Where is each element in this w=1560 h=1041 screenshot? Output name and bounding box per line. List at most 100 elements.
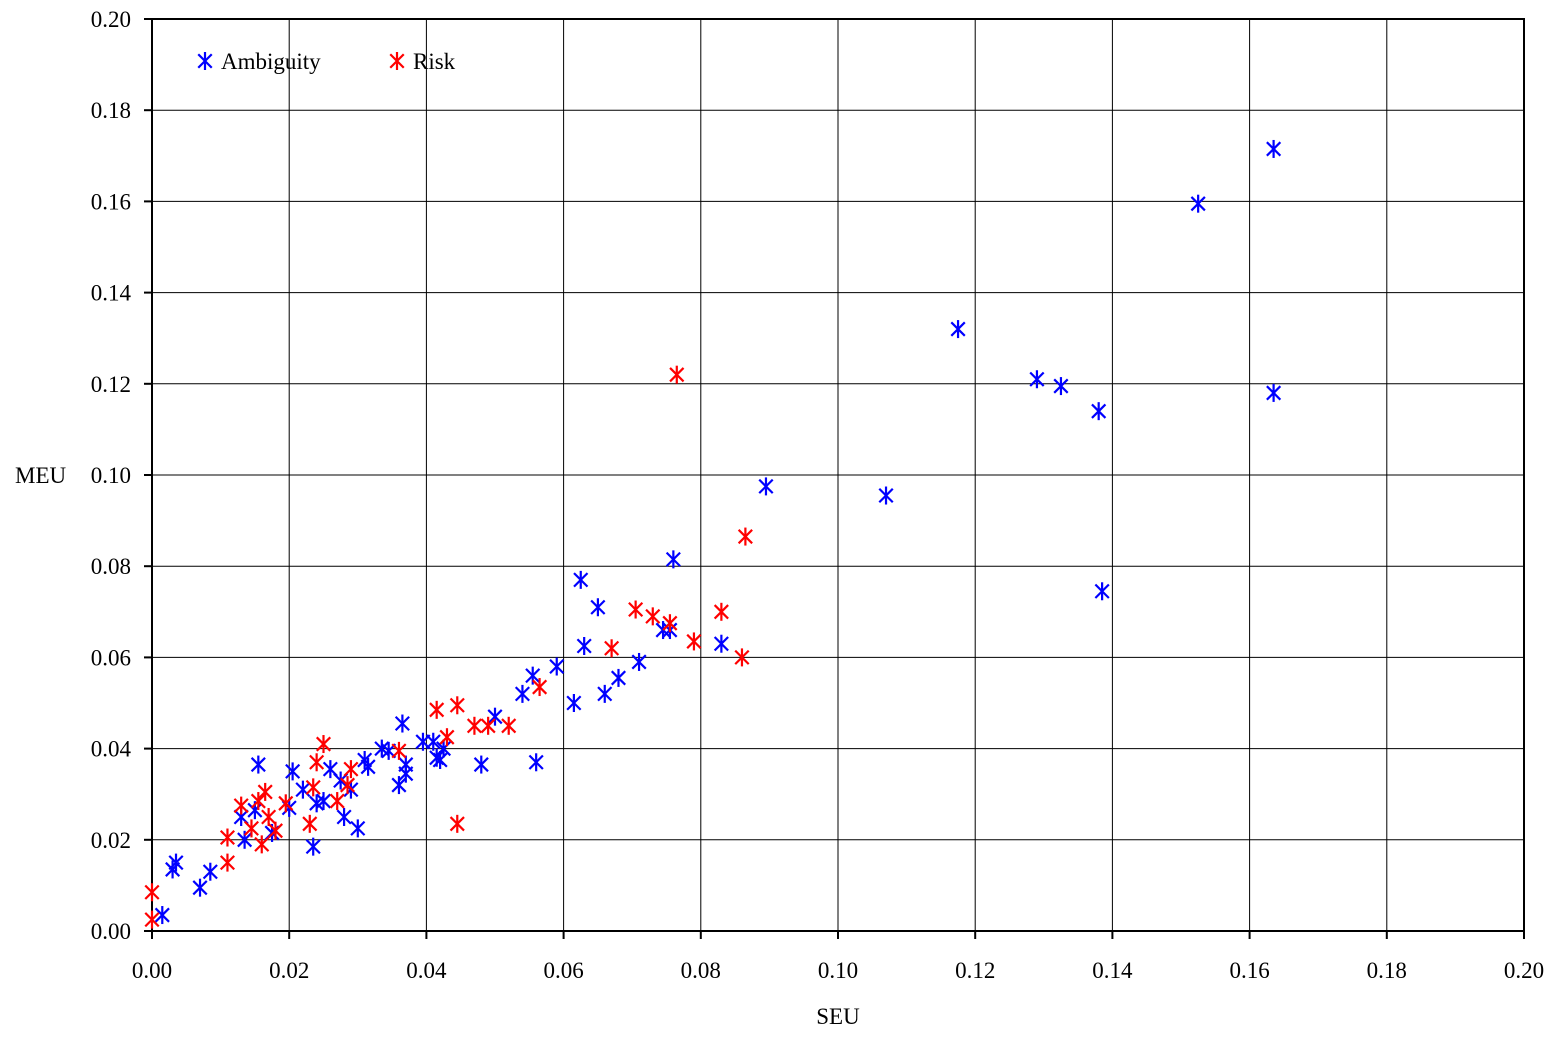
risk-point <box>343 760 359 779</box>
ambiguity-point <box>315 792 332 811</box>
risk-point <box>449 696 465 715</box>
risk-point <box>439 728 455 747</box>
ambiguity-point <box>305 837 321 856</box>
risk-point <box>144 910 160 929</box>
y-axis-label: MEU <box>15 463 67 488</box>
y-tick-label: 0.08 <box>91 554 131 579</box>
ambiguity-point <box>285 762 301 781</box>
ambiguity-point <box>350 819 366 838</box>
y-axis-ticks: 0.00 0.02 0.04 0.06 0.08 0.10 0.12 0.14 0.16 0.18… <box>91 7 152 944</box>
ambiguity-point <box>713 634 729 653</box>
ambiguity-point <box>336 808 352 826</box>
risk-point <box>480 716 496 735</box>
x-tick-label: 0.18 <box>1367 958 1407 983</box>
legend-label-risk: Risk <box>413 49 456 74</box>
ambiguity-point <box>1190 194 1206 213</box>
ambiguity-point <box>202 862 218 881</box>
risk-point <box>645 607 661 626</box>
y-tick-label: 0.02 <box>91 828 131 853</box>
ambiguity-point <box>514 684 530 703</box>
ambiguity-point <box>950 320 966 339</box>
risk-point <box>329 792 345 811</box>
x-tick-label: 0.14 <box>1092 958 1133 983</box>
x-axis-ticks: 0.00 0.02 0.04 0.06 0.08 0.10 0.12 0.14 0.16 0.18… <box>132 931 1544 983</box>
risk-point <box>261 808 277 826</box>
risk-point <box>391 741 407 760</box>
risk-point <box>734 648 750 667</box>
legend-item-ambiguity: Ambiguity <box>197 49 321 74</box>
ambiguity-point <box>631 652 647 671</box>
legend-marker-ambiguity <box>197 52 213 70</box>
ambiguity-point <box>1266 139 1282 158</box>
ambiguity-point <box>391 776 407 795</box>
ambiguity-point <box>878 486 894 505</box>
x-tick-label: 0.02 <box>269 958 309 983</box>
risk-point <box>219 853 235 872</box>
x-tick-label: 0.00 <box>132 958 172 983</box>
y-tick-label: 0.20 <box>91 7 131 32</box>
ambiguity-point <box>1091 402 1107 421</box>
risk-point <box>243 819 259 838</box>
risk-point <box>219 828 235 847</box>
ambiguity-point <box>590 598 606 617</box>
ambiguity-point <box>168 853 184 872</box>
x-tick-label: 0.10 <box>818 958 858 983</box>
ambiguity-point <box>398 755 414 774</box>
risk-point <box>628 600 644 619</box>
risk-point <box>254 835 270 854</box>
ambiguity-point <box>360 757 376 776</box>
ambiguity-point <box>1094 582 1110 601</box>
ambiguity-point <box>473 755 489 774</box>
risk-point <box>144 883 160 902</box>
ambiguity-point <box>528 753 544 772</box>
ambiguity-point <box>192 878 208 897</box>
ambiguity-point <box>573 570 589 589</box>
risk-point <box>302 814 318 833</box>
ambiguity-point <box>250 755 266 774</box>
ambiguity-point <box>425 732 441 751</box>
y-tick-label: 0.06 <box>91 645 131 670</box>
x-tick-label: 0.12 <box>955 958 995 983</box>
risk-point <box>737 527 753 546</box>
risk-point <box>669 365 685 384</box>
ambiguity-point <box>1029 370 1045 389</box>
ambiguity-point <box>758 477 774 496</box>
risk-point <box>501 716 517 735</box>
risk-point <box>466 716 482 735</box>
risk-point <box>604 639 620 658</box>
y-tick-label: 0.10 <box>91 463 131 488</box>
risk-point <box>305 778 321 797</box>
ambiguity-point <box>576 637 592 655</box>
ambiguity-point <box>610 668 627 687</box>
x-tick-label: 0.20 <box>1504 958 1544 983</box>
risk-point <box>267 821 284 840</box>
risk-point <box>250 792 266 811</box>
risk-point <box>449 814 465 833</box>
ambiguity-point <box>549 657 565 676</box>
risk-point <box>686 632 702 651</box>
grid-lines <box>152 19 1524 931</box>
ambiguity-point <box>1053 377 1069 396</box>
x-tick-label: 0.16 <box>1229 958 1269 983</box>
risk-point <box>315 735 332 754</box>
risk-point <box>532 678 548 697</box>
data-points <box>144 139 1282 929</box>
ambiguity-point <box>566 694 582 712</box>
risk-point <box>339 776 356 795</box>
risk-point <box>713 602 729 621</box>
x-axis-label: SEU <box>816 1004 860 1029</box>
ambiguity-point <box>154 906 170 925</box>
ambiguity-point <box>665 550 681 569</box>
ambiguity-point <box>487 707 503 726</box>
risk-point <box>233 796 249 815</box>
x-tick-label: 0.06 <box>543 958 583 983</box>
x-tick-label: 0.04 <box>406 958 447 983</box>
risk-point <box>309 753 325 772</box>
y-tick-label: 0.14 <box>91 281 132 306</box>
risk-point <box>662 614 678 633</box>
legend-label-ambiguity: Ambiguity <box>221 49 321 74</box>
ambiguity-point <box>597 684 613 703</box>
legend-marker-risk <box>389 52 405 70</box>
ambiguity-point <box>525 666 541 685</box>
